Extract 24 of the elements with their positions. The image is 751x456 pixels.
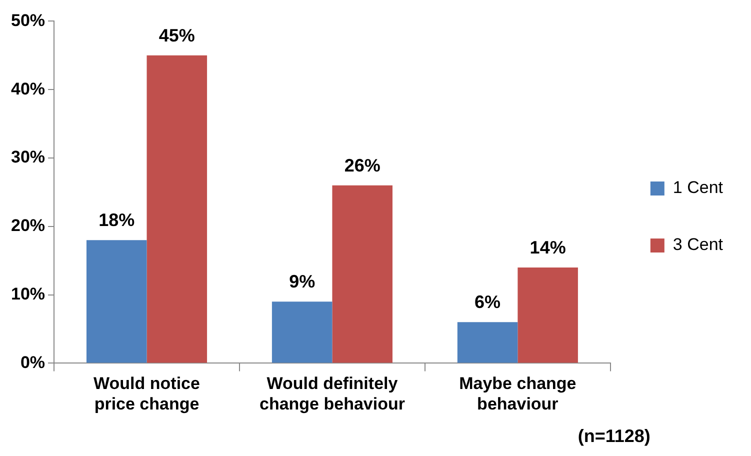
bar bbox=[332, 185, 392, 363]
data-label: 6% bbox=[474, 292, 501, 312]
y-tick-label: 40% bbox=[10, 79, 46, 98]
data-label: 18% bbox=[98, 210, 135, 230]
data-label: 14% bbox=[530, 237, 566, 258]
y-tick-label: 30% bbox=[10, 148, 46, 167]
bar bbox=[272, 302, 332, 363]
bar bbox=[518, 267, 578, 363]
x-tick-label: Would definitely change behaviour bbox=[259, 374, 406, 414]
x-tick-label: Would notice price change bbox=[94, 374, 200, 414]
legend-label: 3 Cent bbox=[672, 235, 724, 254]
x-tick-label: Maybe change behaviour bbox=[459, 374, 576, 414]
legend-label: 1 Cent bbox=[672, 178, 724, 198]
bar bbox=[146, 55, 208, 363]
data-label: 26% bbox=[344, 155, 380, 176]
y-tick-label: 50% bbox=[10, 10, 46, 30]
bar bbox=[86, 240, 147, 363]
y-tick-label: 0% bbox=[20, 352, 46, 372]
data-label: 45% bbox=[158, 25, 195, 46]
text: (n=1128) bbox=[578, 426, 650, 446]
y-tick-label: 20% bbox=[10, 216, 46, 236]
data-label: 9% bbox=[289, 272, 316, 292]
bar bbox=[457, 322, 518, 363]
y-tick-label: 10% bbox=[10, 284, 46, 304]
